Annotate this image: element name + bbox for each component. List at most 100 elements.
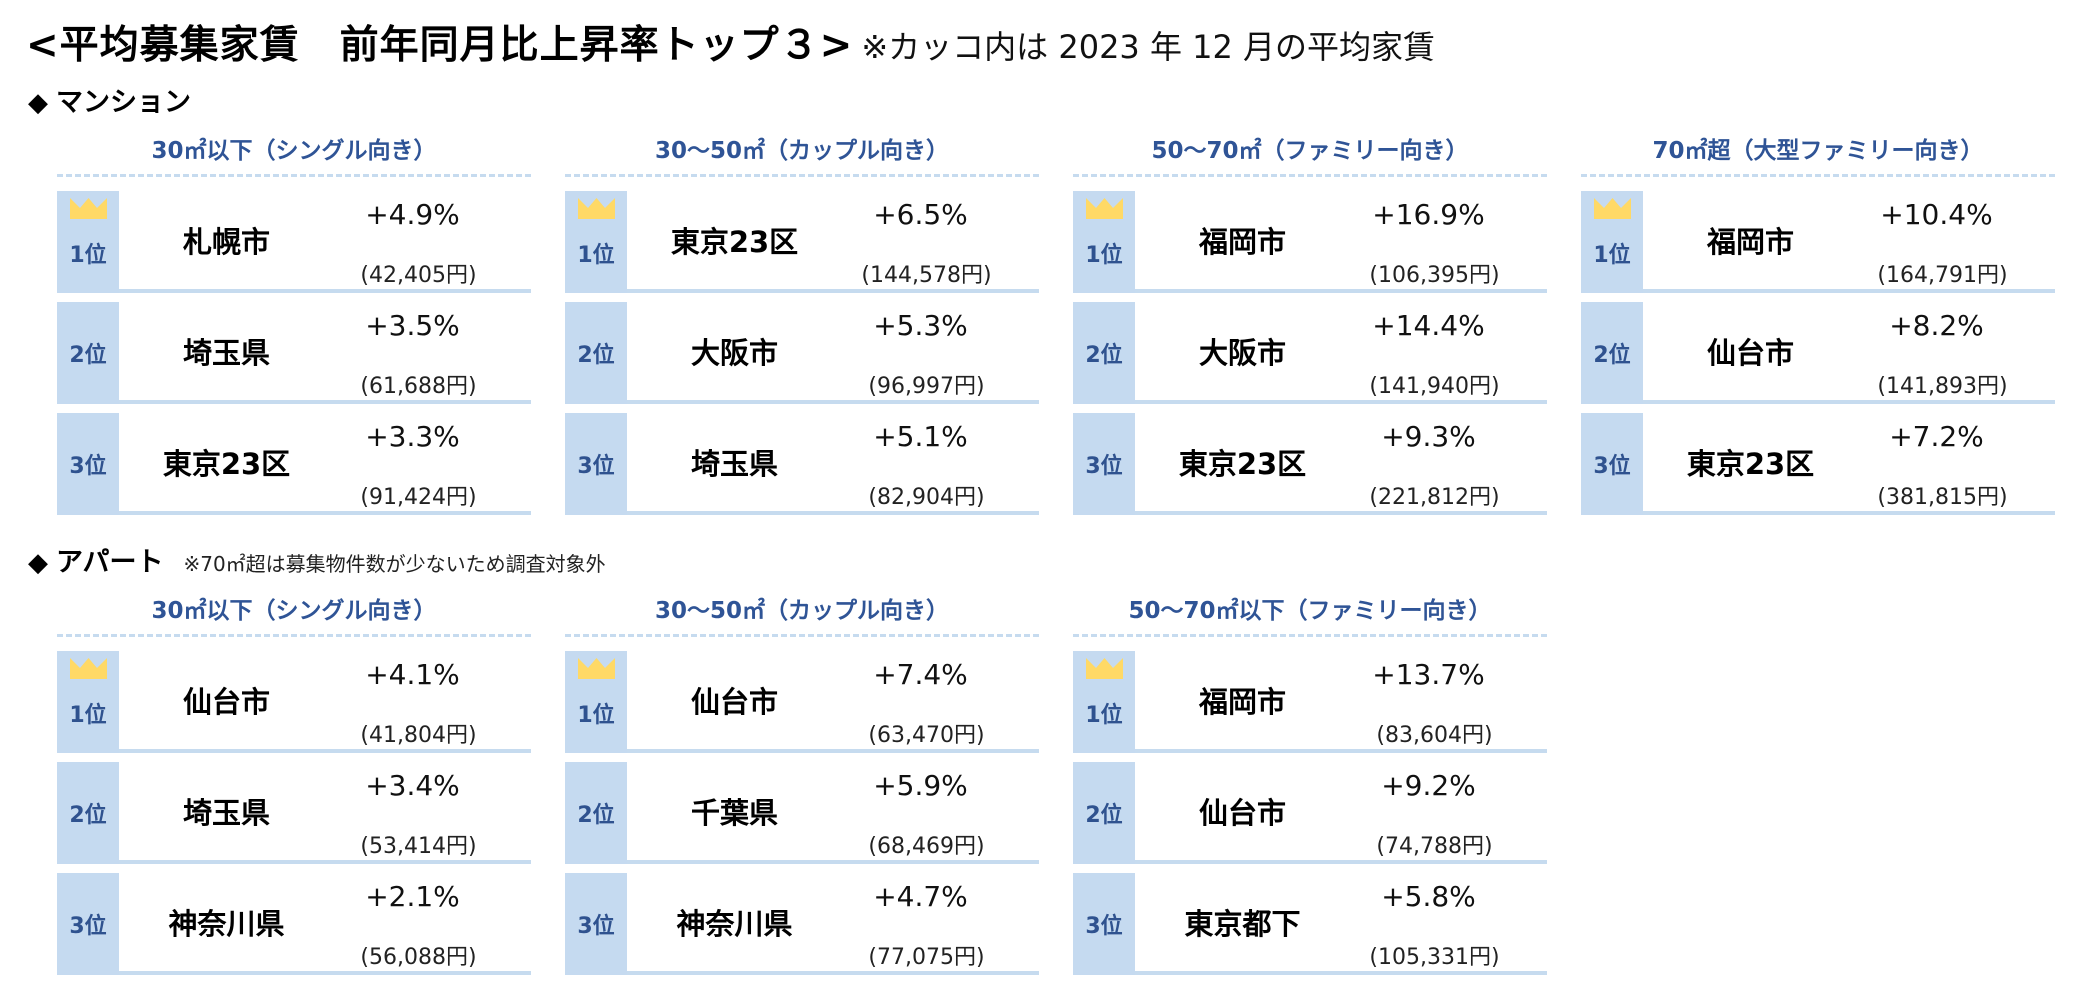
average-rent: (381,815円) xyxy=(1877,485,2008,510)
ranking-list: 1位 仙台市 +7.4% (63,470円) 2位 千葉県 +5.9% (68,… xyxy=(565,651,1039,975)
value-cell: +4.1% (41,804円) xyxy=(334,651,531,749)
block-header: 30㎡以下（シングル向き） xyxy=(57,581,531,637)
ranking-row-2: 2位 埼玉県 +3.5% (61,688円) xyxy=(57,302,531,404)
ranking-row-3: 3位 埼玉県 +5.1% (82,904円) xyxy=(565,413,1039,515)
average-rent: (82,904円) xyxy=(868,485,985,510)
rank-cell: 1位 xyxy=(565,191,627,293)
rank-cell: 1位 xyxy=(1581,191,1643,293)
crown-icon xyxy=(578,198,615,219)
yoy-increase-rate: +2.1% xyxy=(365,880,460,913)
value-cell: +4.7% (77,075円) xyxy=(842,873,1039,971)
ranking-row-2: 2位 千葉県 +5.9% (68,469円) xyxy=(565,762,1039,864)
city-name: 埼玉県 xyxy=(690,447,778,481)
value-cell: +6.5% (144,578円) xyxy=(842,191,1039,289)
rank-cell: 1位 xyxy=(1073,651,1135,753)
ranking-row-2: 2位 仙台市 +8.2% (141,893円) xyxy=(1581,302,2055,404)
yoy-increase-rate: +5.8% xyxy=(1381,880,1476,913)
yoy-increase-rate: +9.3% xyxy=(1381,420,1476,453)
average-rent: (105,331円) xyxy=(1369,945,1500,970)
section-label: アパート xyxy=(56,547,164,578)
ranking-row-3: 3位 東京都下 +5.8% (105,331円) xyxy=(1073,873,1547,975)
city-name: 大阪市 xyxy=(1198,336,1286,370)
ranking-row-1: 1位 福岡市 +16.9% (106,395円) xyxy=(1073,191,1547,293)
ranking-list: 1位 福岡市 +10.4% (164,791円) 2位 仙台市 +8.2% (1… xyxy=(1581,191,2055,515)
ranking-row-3: 3位 東京23区 +9.3% (221,812円) xyxy=(1073,413,1547,515)
mansion-block-2: 30～50㎡（カップル向き） 1位 東京23区 +6.5% (144,578円)… xyxy=(565,121,1039,515)
rank-cell: 1位 xyxy=(57,191,119,293)
rank-cell: 2位 xyxy=(57,302,119,404)
ranking-row-3: 3位 神奈川県 +2.1% (56,088円) xyxy=(57,873,531,975)
rank-cell: 2位 xyxy=(565,302,627,404)
yoy-increase-rate: +7.4% xyxy=(873,658,968,691)
average-rent: (164,791円) xyxy=(1877,263,2008,288)
ranking-list: 1位 福岡市 +13.7% (83,604円) 2位 仙台市 +9.2% (74… xyxy=(1073,651,1547,975)
value-cell: +13.7% (83,604円) xyxy=(1350,651,1547,749)
ranking-row-2: 2位 埼玉県 +3.4% (53,414円) xyxy=(57,762,531,864)
average-rent: (141,893円) xyxy=(1877,374,2008,399)
ranking-list: 1位 福岡市 +16.9% (106,395円) 2位 大阪市 +14.4% (… xyxy=(1073,191,1547,515)
rank-cell: 1位 xyxy=(57,651,119,753)
ranking-row-2: 2位 大阪市 +14.4% (141,940円) xyxy=(1073,302,1547,404)
block-header: 50～70㎡以下（ファミリー向き） xyxy=(1073,581,1547,637)
rank-cell: 2位 xyxy=(57,762,119,864)
average-rent: (68,469円) xyxy=(868,834,985,859)
average-rent: (144,578円) xyxy=(861,263,992,288)
section-label: マンション xyxy=(56,87,191,118)
title-note: ※カッコ内は 2023 年 12 月の平均家賃 xyxy=(861,28,1436,66)
average-rent: (42,405円) xyxy=(360,263,477,288)
rank-label: 3位 xyxy=(1085,914,1123,939)
apartment-block-2: 30～50㎡（カップル向き） 1位 仙台市 +7.4% (63,470円) 2位… xyxy=(565,581,1039,975)
value-cell: +3.5% (61,688円) xyxy=(334,302,531,400)
yoy-increase-rate: +3.3% xyxy=(365,420,460,453)
ranking-list: 1位 仙台市 +4.1% (41,804円) 2位 埼玉県 +3.4% (53,… xyxy=(57,651,531,975)
ranking-list: 1位 札幌市 +4.9% (42,405円) 2位 埼玉県 +3.5% (61,… xyxy=(57,191,531,515)
rank-cell: 3位 xyxy=(565,873,627,975)
value-cell: +5.1% (82,904円) xyxy=(842,413,1039,511)
value-cell: +4.9% (42,405円) xyxy=(334,191,531,289)
rank-cell: 3位 xyxy=(57,873,119,975)
rank-label: 3位 xyxy=(1593,454,1631,479)
yoy-increase-rate: +16.9% xyxy=(1372,198,1485,231)
yoy-increase-rate: +3.5% xyxy=(365,309,460,342)
yoy-increase-rate: +7.2% xyxy=(1889,420,1984,453)
rank-cell: 3位 xyxy=(57,413,119,515)
city-name: 福岡市 xyxy=(1706,225,1794,259)
value-cell: +2.1% (56,088円) xyxy=(334,873,531,971)
title-main: <平均募集家賃 前年同月比上昇率トップ３> xyxy=(26,23,854,68)
block-header: 50～70㎡（ファミリー向き） xyxy=(1073,121,1547,177)
ranking-row-1: 1位 東京23区 +6.5% (144,578円) xyxy=(565,191,1039,293)
crown-icon xyxy=(578,658,615,679)
city-name: 仙台市 xyxy=(182,685,270,719)
value-cell: +3.4% (53,414円) xyxy=(334,762,531,860)
rank-cell: 3位 xyxy=(1073,413,1135,515)
rank-label: 1位 xyxy=(577,703,615,728)
yoy-increase-rate: +5.1% xyxy=(873,420,968,453)
yoy-increase-rate: +4.1% xyxy=(365,658,460,691)
yoy-increase-rate: +5.9% xyxy=(873,769,968,802)
yoy-increase-rate: +13.7% xyxy=(1372,658,1485,691)
rank-cell: 2位 xyxy=(565,762,627,864)
average-rent: (41,804円) xyxy=(360,723,477,748)
rank-label: 2位 xyxy=(577,343,615,368)
yoy-increase-rate: +9.2% xyxy=(1381,769,1476,802)
mansion-block-4: 70㎡超（大型ファミリー向き） 1位 福岡市 +10.4% (164,791円)… xyxy=(1581,121,2055,515)
value-cell: +5.3% (96,997円) xyxy=(842,302,1039,400)
ranking-row-3: 3位 東京23区 +3.3% (91,424円) xyxy=(57,413,531,515)
yoy-increase-rate: +6.5% xyxy=(873,198,968,231)
city-name: 仙台市 xyxy=(690,685,778,719)
rank-label: 1位 xyxy=(577,243,615,268)
average-rent: (141,940円) xyxy=(1369,374,1500,399)
rank-label: 3位 xyxy=(577,914,615,939)
ranking-row-3: 3位 東京23区 +7.2% (381,815円) xyxy=(1581,413,2055,515)
section-note: ※70㎡超は募集物件数が少ないため調査対象外 xyxy=(183,552,606,576)
ranking-row-1: 1位 福岡市 +13.7% (83,604円) xyxy=(1073,651,1547,753)
average-rent: (74,788円) xyxy=(1376,834,1493,859)
city-name: 仙台市 xyxy=(1706,336,1794,370)
city-name: 福岡市 xyxy=(1198,225,1286,259)
ranking-row-1: 1位 仙台市 +7.4% (63,470円) xyxy=(565,651,1039,753)
average-rent: (96,997円) xyxy=(868,374,985,399)
crown-icon xyxy=(1086,198,1123,219)
yoy-increase-rate: +3.4% xyxy=(365,769,460,802)
rank-cell: 3位 xyxy=(1581,413,1643,515)
average-rent: (91,424円) xyxy=(360,485,477,510)
